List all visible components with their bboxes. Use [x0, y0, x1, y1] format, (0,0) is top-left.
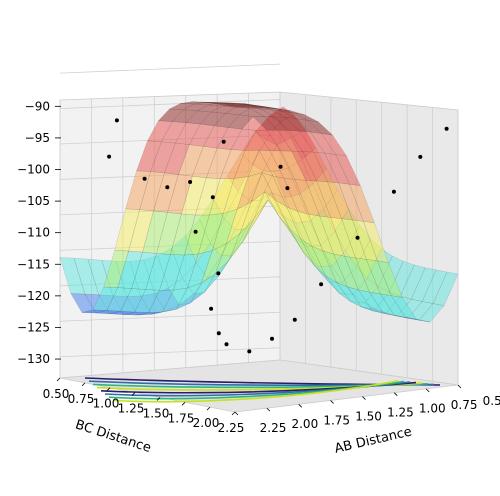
bc-tick-mark [81, 382, 86, 387]
bc-tick-mark [156, 397, 161, 401]
scatter-point [285, 186, 290, 191]
bc-tick-label: 2.00 [193, 416, 220, 430]
bc-tick-mark [56, 377, 61, 382]
scatter-point [270, 336, 274, 341]
ab-tick-mark [362, 396, 366, 400]
scatter-point [355, 235, 360, 240]
bc-tick-label: 0.75 [68, 392, 95, 406]
scatter-point [292, 317, 297, 322]
z-gridline [59, 63, 281, 74]
scatter-point [221, 139, 226, 144]
scatter-point [224, 342, 229, 347]
bc-tick-label: 1.75 [168, 411, 195, 425]
bc-tick-label: 1.00 [93, 397, 120, 411]
scatter-point [188, 180, 193, 184]
bc-tick-label: 2.25 [218, 421, 245, 435]
scatter-point [278, 164, 283, 169]
ab-tick-mark [234, 411, 239, 416]
scatter-point [391, 189, 396, 194]
z-tick-label: −105 [17, 194, 50, 208]
ab-tick-label: 2.00 [291, 417, 318, 431]
scatter-point [216, 331, 221, 336]
z-tick-label: −115 [17, 257, 50, 271]
bc-tick-mark [231, 411, 236, 416]
bc-tick-mark [106, 387, 111, 391]
scatter-point [319, 282, 324, 287]
ab-tick-label: 1.50 [355, 409, 382, 423]
scatter-points [107, 118, 449, 354]
ab-tick-mark [298, 404, 302, 408]
ab-tick-label: 0.75 [451, 398, 478, 412]
ab-tick-label: 0.50 [483, 394, 500, 408]
scatter-point [114, 118, 119, 123]
ab-tick-mark [457, 384, 462, 389]
z-gridline [59, 99, 281, 109]
z-tick-label: −100 [17, 163, 50, 177]
bc-axis: 0.500.751.001.251.501.752.002.25 [43, 377, 245, 435]
z-tick-label: −130 [17, 352, 50, 366]
scatter-point [142, 176, 147, 181]
ab-tick-label: 1.25 [387, 406, 414, 420]
contour-line [112, 380, 399, 403]
scatter-point [444, 126, 449, 131]
ab-axis: 2.25 2.00 1.75 1.50 1.25 1.00 0.75 0.50 [234, 384, 500, 435]
z-axis: −90 −95 −100 −105 −110 −115 −120 −125 −130 [17, 99, 61, 366]
ab-tick-mark [394, 392, 398, 396]
floor-contours [84, 377, 441, 403]
ab-tick-label: 2.25 [260, 421, 287, 435]
z-tick-label: −95 [25, 131, 50, 145]
bc-tick-mark [181, 402, 186, 406]
bc-tick-mark [206, 406, 211, 411]
bc-axis-label: BC Distance [73, 417, 153, 456]
surface-patch [224, 105, 249, 108]
scatter-point [247, 349, 252, 354]
ab-tick-mark [425, 388, 430, 393]
scatter-point [418, 154, 423, 159]
scatter-point [216, 271, 221, 276]
scatter-point [107, 154, 112, 159]
z-tick-label: −120 [17, 289, 50, 303]
scatter-point [209, 306, 214, 311]
ab-tick-label: 1.00 [419, 402, 446, 416]
z-gridline [59, 347, 281, 358]
scatter-point [193, 229, 198, 234]
z-tick-label: −110 [17, 226, 50, 240]
z-tick-label: −90 [25, 99, 50, 113]
scatter-point [210, 195, 215, 200]
ab-axis-label: AB Distance [333, 424, 413, 456]
bc-tick-mark [131, 392, 136, 396]
z-gridline [59, 311, 281, 322]
bc-tick-label: 0.50 [43, 387, 70, 401]
bc-tick-label: 1.25 [118, 402, 145, 416]
ab-tick-mark [330, 400, 334, 404]
energy-surface [59, 101, 459, 323]
z-tick-label: −125 [17, 320, 50, 334]
ab-tick-label: 1.75 [323, 413, 350, 427]
ab-tick-mark [266, 407, 271, 412]
scatter-point [165, 185, 170, 190]
bc-tick-label: 1.50 [143, 406, 170, 420]
